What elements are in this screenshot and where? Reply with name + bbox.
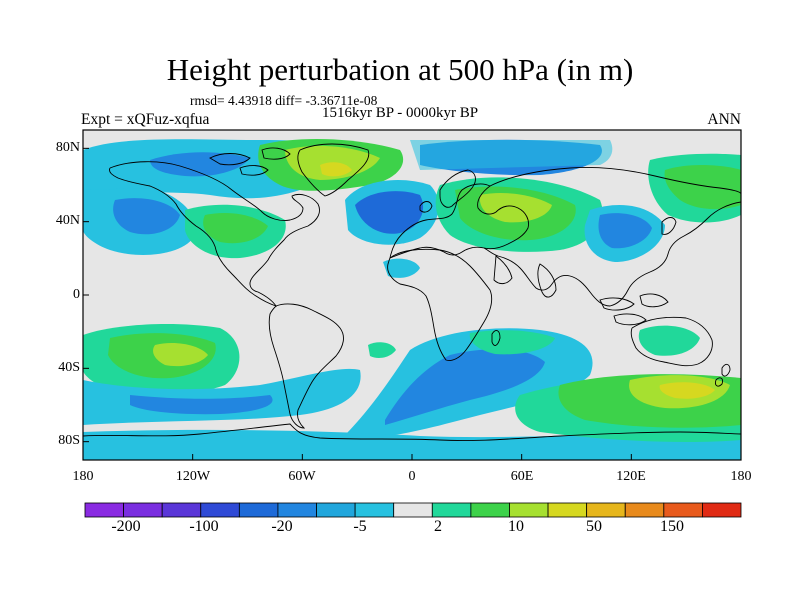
colorbar-label: -5 bbox=[353, 518, 367, 535]
colorbar-swatch bbox=[702, 502, 742, 518]
colorbar-swatch bbox=[547, 502, 588, 518]
colorbar-swatch bbox=[354, 502, 395, 518]
coast-south-america bbox=[268, 303, 344, 429]
coast-asia bbox=[483, 167, 741, 307]
field-greenland-core bbox=[320, 162, 352, 177]
colorbar-label: 10 bbox=[508, 518, 524, 535]
colorbar-swatch bbox=[470, 502, 510, 518]
colorbar-swatch bbox=[277, 502, 317, 518]
field-natlantic-low-blue bbox=[355, 191, 424, 234]
field-arctic-blue bbox=[150, 152, 250, 177]
field-southatlantic-blue bbox=[385, 349, 545, 425]
field-so-cyan-west bbox=[83, 368, 361, 425]
colorbar-swatch bbox=[663, 502, 703, 518]
lon-label-180w: 180 bbox=[72, 469, 94, 484]
field-namerica-green-core bbox=[203, 213, 268, 244]
coast-europe bbox=[389, 183, 529, 259]
plot-title: Height perturbation at 500 hPa (in m) bbox=[166, 52, 634, 87]
colorbar-label: -20 bbox=[271, 518, 293, 535]
axis-ticks bbox=[82, 147, 742, 460]
field-asia-blue bbox=[598, 213, 652, 249]
colorbar-swatch bbox=[316, 502, 356, 518]
colorbar-swatch bbox=[161, 502, 202, 518]
colorbar-swatch bbox=[431, 502, 472, 518]
lat-label-0: 0 bbox=[73, 287, 80, 302]
colorbar-swatch bbox=[393, 502, 433, 518]
time-period-label: 1516kyr BP - 0000kyr BP bbox=[322, 105, 479, 121]
field-npacific-green-core bbox=[664, 165, 741, 210]
coast-australia bbox=[630, 316, 713, 367]
field-nhcap-cyan bbox=[410, 140, 613, 170]
lon-label-60e: 60E bbox=[510, 469, 534, 484]
colorbar-swatch bbox=[624, 502, 665, 518]
coast-greenland bbox=[297, 143, 370, 197]
field-safrica-green bbox=[469, 330, 555, 355]
colorbar-label: -100 bbox=[189, 518, 219, 535]
coast-arabia-india bbox=[493, 255, 557, 298]
field-so-blue-west bbox=[130, 395, 273, 415]
lat-label-80s: 80S bbox=[58, 433, 80, 448]
field-sindian-gold bbox=[659, 382, 715, 399]
field-npacific-blue bbox=[113, 198, 180, 235]
coastline-layer bbox=[83, 143, 741, 441]
colorbar-swatch bbox=[238, 502, 279, 518]
lon-label-180e: 180 bbox=[730, 469, 752, 484]
field-southatlantic-green bbox=[368, 342, 396, 358]
lon-label-0: 0 bbox=[408, 469, 416, 484]
field-spacific-yellow bbox=[153, 343, 208, 367]
lon-label-60w: 60W bbox=[288, 469, 316, 484]
field-spole-cyan bbox=[83, 429, 741, 460]
experiment-label: Expt = xQFuz-xqfua bbox=[81, 111, 210, 128]
coast-africa bbox=[387, 248, 493, 361]
lat-label-40n: 40N bbox=[55, 213, 80, 228]
coast-britain bbox=[419, 201, 433, 213]
coast-new-zealand bbox=[715, 363, 731, 387]
colorbar-swatch bbox=[84, 502, 124, 518]
coast-japan bbox=[661, 217, 677, 235]
rmsd-diff-stats: rmsd= 4.43918 diff= -3.36711e-08 bbox=[190, 93, 378, 108]
colorbar-label: -200 bbox=[111, 518, 141, 535]
coast-arctic-islands bbox=[209, 147, 291, 176]
colorbar-label: 2 bbox=[434, 518, 442, 535]
colorbar-swatch bbox=[200, 502, 240, 518]
coast-antarctica bbox=[83, 423, 741, 441]
lon-label-120w: 120W bbox=[175, 469, 211, 484]
coast-madagascar bbox=[491, 330, 501, 346]
colorbar-swatch bbox=[509, 502, 549, 518]
lat-label-80n: 80N bbox=[55, 140, 80, 155]
season-label: ANN bbox=[707, 111, 741, 128]
field-eurasia-yellow bbox=[479, 193, 552, 223]
field-midatlantic-cyan bbox=[383, 258, 420, 278]
colorbar-swatch bbox=[123, 502, 163, 518]
colorbar-swatch bbox=[586, 502, 626, 518]
field-layer bbox=[83, 130, 741, 460]
coast-north-america bbox=[109, 161, 320, 307]
colorbar-label: 50 bbox=[586, 518, 602, 535]
lat-label-40s: 40S bbox=[58, 360, 80, 375]
coast-se-asia-islands bbox=[599, 293, 669, 326]
colorbar-label: 150 bbox=[660, 518, 684, 535]
field-tasman-green bbox=[638, 325, 700, 356]
colorbar bbox=[84, 502, 742, 518]
lon-label-120e: 120E bbox=[616, 469, 646, 484]
coast-scandinavia bbox=[439, 169, 476, 208]
